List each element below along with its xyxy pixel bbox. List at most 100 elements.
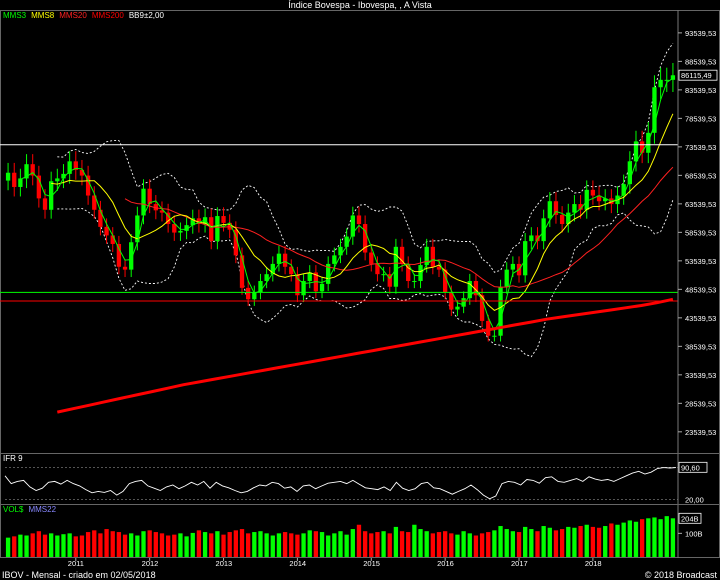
- volume-bar: [498, 526, 503, 557]
- y-tick-label: 43539,53: [685, 314, 716, 323]
- main-legend: MMS3 MMS8 MMS20 MMS200 BB9±2,00: [3, 11, 169, 21]
- vol-ma-label: MMS22: [28, 505, 57, 514]
- candle-body: [455, 306, 460, 310]
- volume-bar: [110, 531, 115, 557]
- volume-bar: [233, 530, 239, 557]
- volume-bar: [375, 532, 380, 557]
- volume-bar: [664, 516, 669, 557]
- volume-bar: [332, 533, 337, 557]
- volume-bar: [461, 531, 466, 557]
- volume-bar: [42, 534, 48, 557]
- vol-tick-label: 100B: [685, 529, 703, 538]
- volume-bar: [184, 536, 189, 557]
- volume-bar: [615, 524, 620, 557]
- volume-legend: VOL$ MMS22: [3, 505, 61, 515]
- candle-body: [129, 242, 134, 270]
- candle-body: [289, 266, 294, 275]
- volume-bar: [49, 533, 54, 557]
- volume-bar: [270, 535, 275, 557]
- volume-bar: [252, 532, 257, 557]
- candle-body: [510, 263, 516, 270]
- x-tick-label: 2016: [437, 559, 454, 568]
- volume-bar: [486, 532, 491, 557]
- candle-body: [412, 281, 417, 283]
- mms20-line: [124, 166, 674, 288]
- candle-body: [215, 216, 220, 242]
- volume-bar: [61, 534, 66, 557]
- volume-bar: [578, 526, 583, 557]
- footer-left: IBOV - Mensal - criado em 02/05/2018: [2, 570, 156, 580]
- candle-body: [209, 217, 214, 242]
- candle-body: [639, 141, 645, 153]
- candle-body: [572, 204, 577, 213]
- volume-bar: [122, 534, 128, 557]
- volume-bar: [85, 532, 91, 557]
- last-price-label: 86115,49: [681, 71, 712, 80]
- volume-bar: [424, 531, 429, 557]
- candle-body: [652, 87, 657, 133]
- volume-bar: [362, 531, 368, 557]
- volume-bar: [584, 524, 589, 557]
- y-tick-label: 93539,53: [685, 29, 716, 38]
- mms200-line: [56, 297, 674, 414]
- volume-bar: [129, 533, 134, 557]
- candle-body: [319, 283, 325, 292]
- x-tick-label: 2018: [585, 559, 602, 568]
- candle-body: [307, 272, 312, 282]
- x-tick-label: 2017: [511, 559, 528, 568]
- ifr-value-label: 90,60: [681, 463, 700, 472]
- volume-bar: [18, 534, 23, 557]
- candle-body: [393, 246, 399, 287]
- candle-body: [153, 204, 158, 211]
- candle-body: [92, 195, 97, 210]
- volume-bar: [449, 533, 454, 557]
- ifr-value-box: [678, 461, 708, 473]
- volume-bar: [301, 533, 306, 557]
- candle-body: [30, 164, 35, 176]
- candle-body: [270, 263, 275, 275]
- volume-bar: [289, 533, 294, 557]
- volume-bar: [79, 535, 85, 557]
- volume-bar: [590, 526, 596, 557]
- volume-bar: [12, 536, 17, 557]
- legend-bb: BB9±2,00: [128, 11, 164, 20]
- volume-bar: [73, 536, 78, 557]
- volume-bar: [165, 535, 171, 557]
- candle-body: [375, 263, 380, 275]
- volume-bar: [135, 535, 140, 557]
- volume-bar: [307, 530, 312, 557]
- chart-title: Índice Bovespa - Ibovespa, , A Vista: [0, 0, 720, 10]
- volume-bar: [24, 535, 29, 557]
- candle-body: [61, 173, 66, 179]
- volume-bar: [326, 535, 331, 557]
- y-tick-label: 63539,53: [685, 200, 716, 209]
- candle-body: [85, 175, 91, 196]
- volume-bar: [553, 530, 559, 557]
- candle-body: [98, 209, 103, 227]
- candle-body: [147, 188, 152, 205]
- candle-body: [135, 215, 140, 243]
- candle-body: [338, 246, 343, 256]
- candle-body: [362, 224, 368, 253]
- candle-body: [116, 243, 122, 267]
- candle-body: [239, 255, 245, 288]
- bollinger-upper: [57, 43, 674, 273]
- candle-body: [596, 195, 602, 202]
- candle-body: [553, 201, 559, 215]
- volume-bar: [202, 532, 208, 557]
- volume-bar: [295, 534, 300, 557]
- candle-body: [523, 241, 528, 276]
- candle-body: [461, 298, 466, 307]
- volume-bar: [596, 527, 602, 557]
- bollinger-lower: [57, 199, 674, 358]
- ifr-label: IFR 9: [3, 454, 23, 463]
- candle-body: [406, 263, 411, 282]
- volume-bar: [566, 526, 571, 557]
- volume-bar: [172, 534, 177, 557]
- candle-body: [584, 189, 589, 210]
- candle-body: [165, 212, 171, 225]
- x-tick-label: 2014: [289, 559, 306, 568]
- candle-body: [282, 253, 288, 267]
- volume-bar: [399, 531, 405, 557]
